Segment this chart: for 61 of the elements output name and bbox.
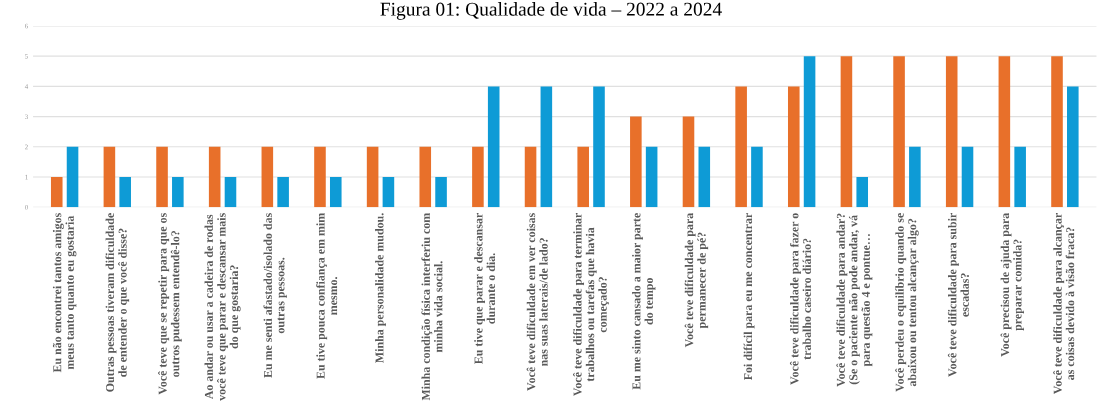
bar	[472, 146, 484, 208]
x-tick-label: Eu tive pouca confiança em mim mesmo.	[316, 212, 338, 379]
bar	[840, 56, 853, 208]
bar	[261, 146, 274, 208]
bar	[208, 146, 221, 208]
bar	[1067, 86, 1079, 208]
bar	[593, 86, 605, 208]
chart-title: Figura 01: Qualidade de vida – 2022 a 2024	[380, 2, 722, 20]
bar	[698, 146, 711, 208]
bar	[382, 177, 395, 208]
x-tick-label: Você teve dificuldade para alcançar as coisas devido à visão fraca?	[1053, 213, 1075, 395]
x-tick-label: Eu tive que parar e descansar durante o dia.	[474, 213, 496, 364]
bar	[366, 146, 379, 208]
bar	[419, 146, 432, 208]
bar	[1051, 56, 1063, 208]
bar	[893, 56, 905, 208]
bar	[998, 56, 1011, 208]
bar	[277, 177, 289, 208]
bar	[119, 177, 131, 208]
bar	[50, 177, 63, 208]
bar	[909, 146, 921, 208]
x-tick-label: Você teve dificuldade para andar? (Se o paciente não pode andar, vá para questão 4 e pontue…	[836, 213, 873, 387]
bar	[577, 146, 589, 208]
x-tick-label: Você precisou de ajuda para preparar comida?	[1000, 212, 1024, 357]
bar	[630, 116, 642, 208]
x-tick-label: Você teve dificuldade em ver coisas nas suas laterais/de lado?	[526, 213, 548, 391]
x-tick-label: Você perdeu o equilíbrio quando se abaixou ou tentou alcançar algo?	[895, 213, 919, 392]
x-tick-label: Você teve dificuldade para terminar trabalhos ou tarefas que havia começado?	[573, 213, 610, 396]
bar	[735, 86, 747, 208]
x-tick-label: Eu me senti afastado/isolado das outras pessoas.	[263, 213, 287, 378]
bar	[856, 177, 869, 208]
bar	[540, 86, 553, 208]
bar	[66, 146, 79, 208]
x-tick-label: Ao andar ou usar a cadeira de rodas você teve que parar e descansar mais do que gostaria?	[204, 213, 241, 401]
bar	[224, 177, 237, 208]
bar	[487, 86, 500, 208]
x-tick-label: Você teve dificuldade para fazer o trabalho caseiro diário?	[789, 213, 812, 385]
x-tick-label: Minha condição física interferiu com minha vida social.	[421, 212, 443, 401]
x-tick-label: Minha personalidade mudou.	[375, 213, 386, 363]
bar	[787, 86, 800, 208]
bar	[645, 146, 658, 208]
bar	[156, 146, 168, 208]
x-tick-label: Você teve dificuldade para subir escadas?	[947, 213, 969, 377]
bar	[314, 146, 326, 208]
bar	[751, 146, 763, 208]
bar	[1014, 146, 1026, 208]
bar	[103, 146, 116, 208]
x-tick-label: Você teve que se repetir para que os outros pudessem entendê-lo?	[158, 213, 182, 395]
x-tick-label: Eu me sinto cansado a maior parte do tempo	[632, 213, 656, 390]
bar	[945, 56, 958, 208]
x-tick-label: Outras pessoas tiveram dificuldade de entender o que você disse?	[105, 213, 130, 392]
bar	[803, 56, 816, 208]
bar	[172, 177, 184, 208]
bar	[524, 146, 537, 208]
bar	[329, 177, 342, 208]
x-tick-label: Você teve dificuldade para permanecer de pé?	[684, 212, 709, 348]
bar	[961, 146, 974, 208]
bar	[682, 116, 695, 208]
x-tick-label: Eu não encontrei tantos amigos meus tanto quanto eu gostaria	[52, 213, 77, 373]
x-tick-label: Foi difícil para eu me concentrar	[743, 213, 755, 381]
bar	[435, 177, 447, 208]
